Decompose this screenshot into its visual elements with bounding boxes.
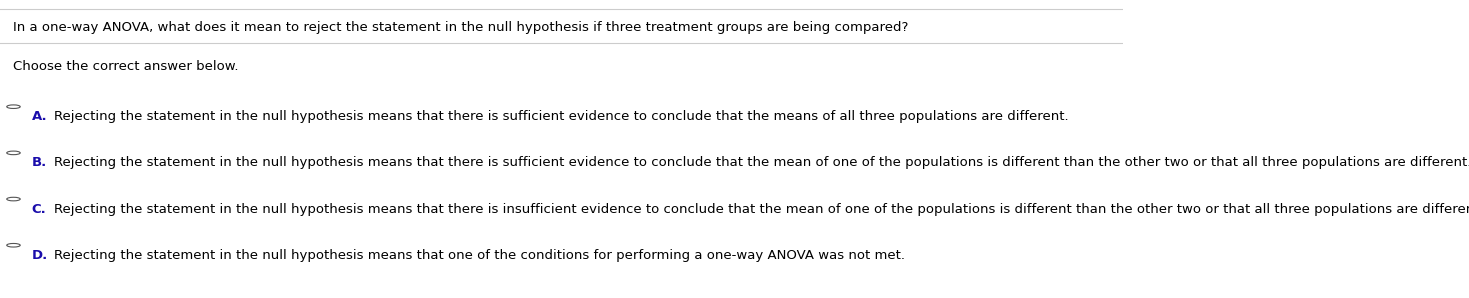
Text: Choose the correct answer below.: Choose the correct answer below. — [13, 60, 239, 73]
Text: In a one-way ANOVA, what does it mean to reject the statement in the null hypoth: In a one-way ANOVA, what does it mean to… — [13, 21, 909, 34]
Text: C.: C. — [31, 203, 46, 216]
Text: Rejecting the statement in the null hypothesis means that there is insufficient : Rejecting the statement in the null hypo… — [54, 203, 1469, 216]
Text: B.: B. — [31, 156, 47, 170]
Text: Rejecting the statement in the null hypothesis means that one of the conditions : Rejecting the statement in the null hypo… — [54, 249, 905, 262]
Text: A.: A. — [31, 110, 47, 123]
Text: Rejecting the statement in the null hypothesis means that there is sufficient ev: Rejecting the statement in the null hypo… — [54, 110, 1068, 123]
Text: Rejecting the statement in the null hypothesis means that there is sufficient ev: Rejecting the statement in the null hypo… — [54, 156, 1469, 170]
Text: D.: D. — [31, 249, 47, 262]
